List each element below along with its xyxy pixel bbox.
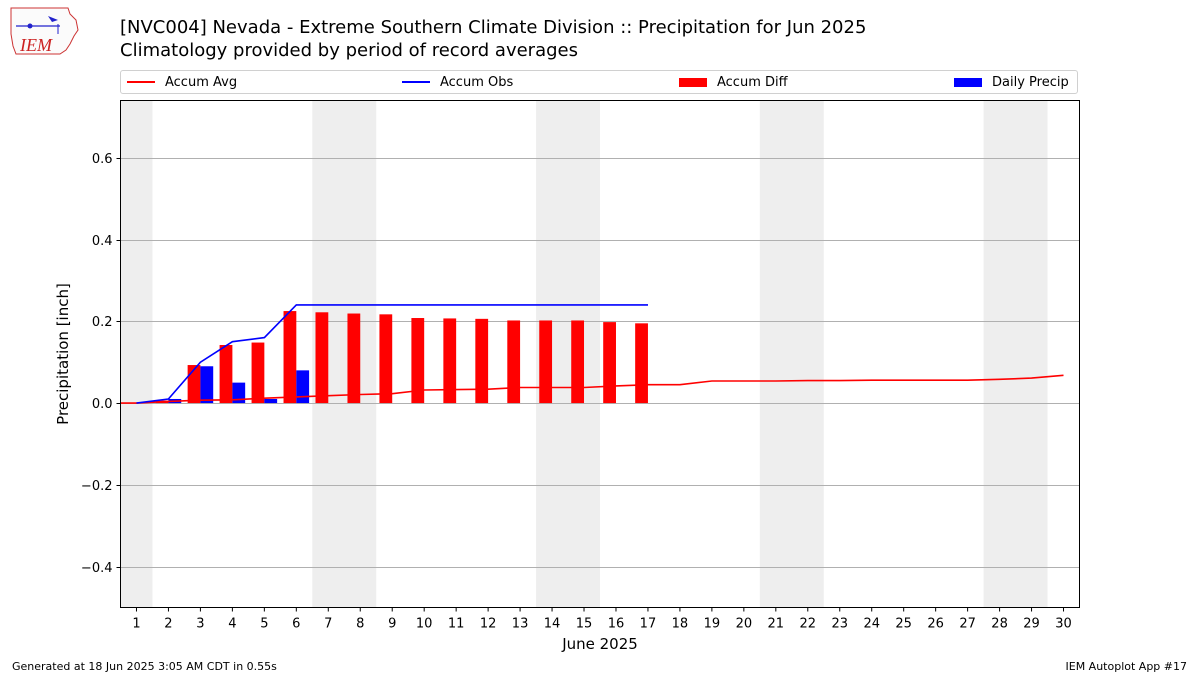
x-tick-label: 28 bbox=[991, 617, 1008, 632]
x-tick-label: 26 bbox=[927, 617, 944, 632]
legend-item-accum-avg: Accum Avg bbox=[127, 71, 237, 93]
chart-legend: Accum Avg Accum Obs Accum Diff Daily Pre… bbox=[120, 70, 1078, 94]
x-tick-label: 5 bbox=[260, 617, 268, 632]
legend-item-accum-obs: Accum Obs bbox=[402, 71, 513, 93]
app-id: IEM Autoplot App #17 bbox=[1065, 660, 1188, 673]
legend-item-accum-diff: Accum Diff bbox=[679, 71, 788, 93]
line-accum-avg bbox=[120, 374, 1064, 404]
bar-accum-diff bbox=[635, 323, 648, 404]
bar-accum-diff bbox=[283, 311, 297, 404]
x-tick-label: 12 bbox=[480, 617, 497, 632]
legend-swatch bbox=[679, 77, 707, 87]
legend-label: Accum Avg bbox=[165, 74, 238, 90]
x-tick-label: 10 bbox=[416, 617, 433, 632]
bar-accum-diff bbox=[315, 312, 329, 404]
x-tick-label: 25 bbox=[895, 617, 912, 632]
x-tick-label: 9 bbox=[388, 617, 396, 632]
bar-accum-diff bbox=[539, 320, 553, 404]
x-tick-label: 18 bbox=[672, 617, 689, 632]
y-tick-label: 0.0 bbox=[92, 397, 113, 412]
y-tick-label: 0.6 bbox=[92, 152, 113, 167]
x-axis-label: June 2025 bbox=[562, 635, 638, 653]
x-tick-label: 8 bbox=[356, 617, 364, 632]
bar-daily-precip bbox=[264, 398, 278, 404]
x-tick-label: 11 bbox=[448, 617, 465, 632]
legend-label: Accum Obs bbox=[440, 74, 514, 90]
generated-timestamp: Generated at 18 Jun 2025 3:05 AM CDT in … bbox=[12, 660, 277, 673]
bars bbox=[155, 311, 648, 404]
weekend-band bbox=[759, 100, 824, 608]
x-tick-label: 29 bbox=[1023, 617, 1040, 632]
legend-swatch bbox=[954, 77, 982, 87]
x-tick-label: 7 bbox=[324, 617, 332, 632]
weekend-band bbox=[120, 100, 153, 608]
weekend-band bbox=[983, 100, 1048, 608]
x-tick-label: 22 bbox=[800, 617, 817, 632]
bar-daily-precip bbox=[296, 370, 310, 404]
chart-title: [NVC004] Nevada - Extreme Southern Clima… bbox=[120, 17, 867, 38]
x-tick-label: 30 bbox=[1055, 617, 1072, 632]
x-tick-label: 6 bbox=[292, 617, 300, 632]
bar-accum-diff bbox=[251, 342, 265, 404]
bar-accum-diff bbox=[411, 318, 425, 404]
x-tick-label: 17 bbox=[640, 617, 657, 632]
y-tick-label: −0.4 bbox=[81, 561, 113, 576]
lines bbox=[120, 304, 1064, 404]
y-tick-label: 0.4 bbox=[92, 234, 113, 249]
chart-subtitle: Climatology provided by period of record… bbox=[120, 40, 578, 61]
x-tick-label: 23 bbox=[831, 617, 848, 632]
x-tick-label: 19 bbox=[704, 617, 721, 632]
x-tick-label: 4 bbox=[228, 617, 236, 632]
bar-accum-diff bbox=[219, 345, 233, 404]
bar-accum-diff bbox=[443, 318, 457, 404]
iem-logo: IEM bbox=[8, 4, 80, 60]
legend-swatch bbox=[402, 81, 430, 83]
x-tick-label: 27 bbox=[959, 617, 976, 632]
legend-label: Daily Precip bbox=[992, 74, 1069, 90]
x-axis-ticks: 1 2 3 4 5 6 7 8 9 10 11 12 13 14 15 16 17 18 19 20 21 22 23 24 2… bbox=[132, 607, 1072, 632]
bar-accum-diff bbox=[603, 322, 616, 404]
y-axis-label: Precipitation [inch] bbox=[54, 283, 72, 425]
bar-daily-precip bbox=[200, 366, 214, 404]
legend-label: Accum Diff bbox=[717, 74, 788, 90]
x-tick-label: 15 bbox=[576, 617, 593, 632]
x-tick-label: 24 bbox=[863, 617, 880, 632]
bar-accum-diff bbox=[475, 318, 489, 404]
bar-accum-diff bbox=[379, 314, 393, 404]
weekend-shading bbox=[120, 100, 1048, 608]
y-axis-ticks: −0.4 −0.2 0.0 0.2 0.4 0.6 bbox=[81, 152, 121, 576]
x-tick-label: 13 bbox=[512, 617, 529, 632]
x-tick-label: 3 bbox=[196, 617, 204, 632]
bar-accum-diff bbox=[347, 313, 361, 404]
legend-item-daily-precip: Daily Precip bbox=[954, 71, 1069, 93]
legend-swatch bbox=[127, 81, 155, 83]
x-tick-label: 14 bbox=[544, 617, 561, 632]
x-tick-label: 1 bbox=[132, 617, 140, 632]
logo-text: IEM bbox=[19, 35, 53, 55]
y-tick-label: 0.2 bbox=[92, 315, 113, 330]
bar-accum-diff bbox=[507, 320, 521, 404]
iem-iowa-logo-icon: IEM bbox=[10, 7, 79, 55]
y-tick-label: −0.2 bbox=[81, 479, 113, 494]
bar-accum-diff bbox=[187, 365, 201, 404]
x-tick-label: 2 bbox=[164, 617, 172, 632]
plot-frame bbox=[120, 100, 1080, 608]
bar-accum-diff bbox=[571, 320, 585, 404]
x-tick-label: 20 bbox=[736, 617, 753, 632]
line-accum-obs bbox=[136, 304, 648, 404]
bar-daily-precip bbox=[232, 382, 246, 404]
x-tick-label: 21 bbox=[768, 617, 785, 632]
x-axis-label-wrap: June 2025 bbox=[0, 635, 1200, 653]
x-tick-label: 16 bbox=[608, 617, 625, 632]
